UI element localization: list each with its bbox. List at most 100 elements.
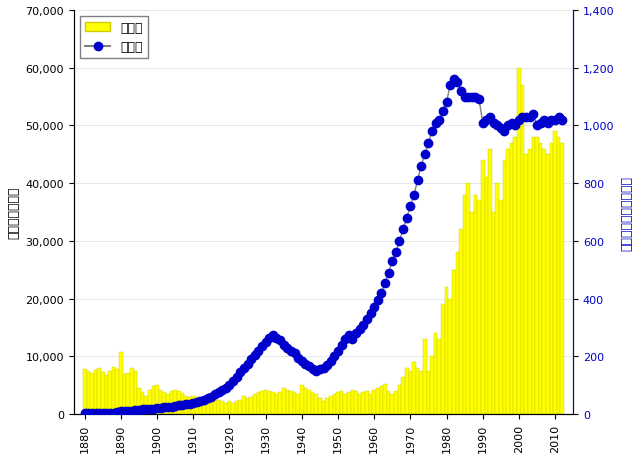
Bar [416, 368, 419, 414]
Bar [401, 377, 405, 414]
Bar [488, 149, 492, 414]
Bar [513, 138, 517, 414]
Bar [173, 390, 177, 414]
Bar [152, 386, 156, 414]
Bar [289, 391, 292, 414]
Bar [296, 394, 300, 414]
放流数 [81, 410, 88, 415]
Bar [285, 390, 289, 414]
Bar [137, 388, 141, 414]
Bar [170, 391, 173, 414]
Bar [521, 86, 524, 414]
放流数 [533, 123, 541, 129]
Bar [474, 195, 477, 414]
Bar [557, 138, 561, 414]
Bar [311, 392, 314, 414]
放流数 [559, 118, 566, 123]
Bar [340, 391, 344, 414]
Bar [387, 391, 390, 414]
Bar [156, 386, 159, 414]
Bar [506, 149, 510, 414]
Bar [358, 394, 362, 414]
Bar [535, 138, 539, 414]
Bar [145, 396, 148, 414]
Bar [83, 369, 86, 414]
Bar [86, 371, 90, 414]
Bar [550, 143, 553, 414]
Bar [355, 391, 358, 414]
Bar [130, 368, 134, 414]
Bar [380, 386, 383, 414]
Bar [191, 396, 195, 414]
Bar [553, 132, 557, 414]
Bar [495, 184, 499, 414]
Bar [561, 143, 564, 414]
Bar [369, 394, 372, 414]
Bar [459, 230, 463, 414]
Bar [300, 386, 303, 414]
Bar [397, 386, 401, 414]
Bar [119, 352, 123, 414]
Bar [260, 391, 264, 414]
Bar [524, 155, 528, 414]
Bar [539, 143, 542, 414]
Bar [148, 390, 152, 414]
放流数 [450, 77, 458, 83]
Bar [239, 400, 242, 414]
Bar [97, 368, 101, 414]
Bar [213, 398, 217, 414]
Bar [441, 305, 445, 414]
Bar [408, 371, 412, 414]
Bar [264, 390, 268, 414]
Line: 放流数: 放流数 [81, 76, 566, 417]
Bar [365, 391, 369, 414]
Bar [159, 390, 163, 414]
Bar [502, 161, 506, 414]
Bar [177, 391, 180, 414]
Bar [220, 402, 224, 414]
Bar [217, 400, 220, 414]
Bar [166, 394, 170, 414]
Bar [430, 357, 434, 414]
Bar [195, 397, 198, 414]
Bar [303, 388, 307, 414]
Bar [278, 392, 282, 414]
Bar [115, 369, 119, 414]
Bar [292, 392, 296, 414]
Bar [90, 373, 93, 414]
Bar [253, 394, 257, 414]
Bar [376, 388, 380, 414]
Bar [123, 374, 126, 414]
Bar [419, 371, 423, 414]
Bar [235, 402, 239, 414]
Bar [246, 398, 250, 414]
Bar [470, 213, 474, 414]
Bar [163, 392, 166, 414]
Bar [101, 372, 104, 414]
Bar [362, 392, 365, 414]
Bar [112, 367, 115, 414]
Bar [390, 394, 394, 414]
Bar [93, 370, 97, 414]
放流数 [381, 280, 389, 286]
Bar [228, 401, 231, 414]
Legend: 来遂数, 放流数: 来遂数, 放流数 [80, 17, 148, 59]
Bar [224, 403, 228, 414]
放流数 [544, 121, 552, 126]
Bar [499, 201, 502, 414]
Bar [449, 299, 452, 414]
Bar [492, 213, 495, 414]
Bar [423, 339, 427, 414]
Bar [268, 391, 271, 414]
Bar [528, 149, 532, 414]
Bar [325, 398, 329, 414]
Bar [322, 402, 325, 414]
Bar [467, 184, 470, 414]
Bar [445, 287, 449, 414]
Bar [481, 161, 484, 414]
Bar [336, 392, 340, 414]
Bar [141, 392, 145, 414]
Bar [329, 396, 333, 414]
Bar [188, 397, 191, 414]
Bar [463, 195, 467, 414]
